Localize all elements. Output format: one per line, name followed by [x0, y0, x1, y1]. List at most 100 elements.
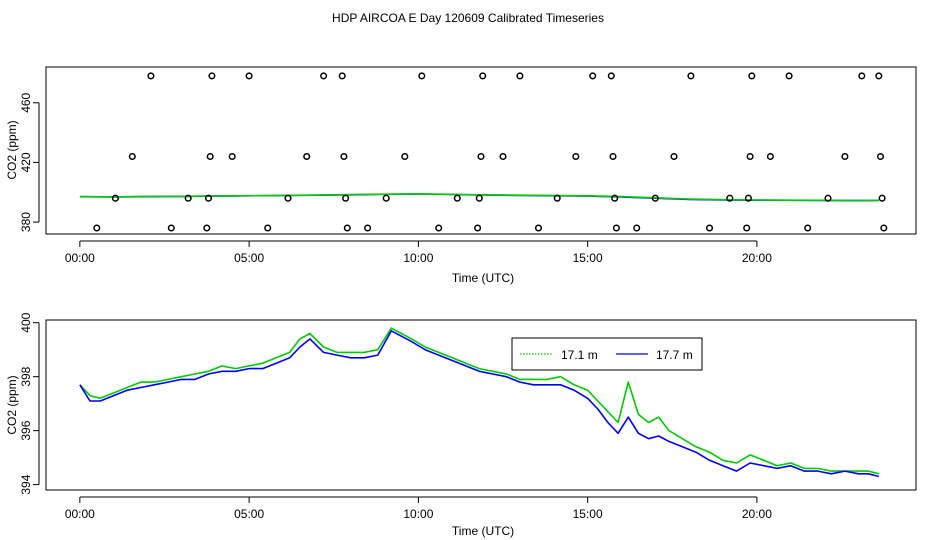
- data-point: [785, 72, 793, 80]
- bottom-x-tick-label: 05:00: [234, 507, 264, 521]
- data-point: [320, 72, 328, 80]
- data-point: [516, 72, 524, 80]
- data-point: [338, 72, 346, 80]
- data-point: [876, 152, 885, 161]
- data-point: [418, 72, 426, 80]
- data-point: [858, 72, 866, 80]
- data-point: [128, 152, 136, 161]
- data-point: [824, 194, 832, 202]
- data-point: [878, 194, 886, 202]
- data-point: [204, 194, 213, 202]
- data-point: [184, 194, 192, 202]
- data-point: [553, 194, 561, 202]
- top-x-tick-label: 20:00: [742, 251, 772, 265]
- data-point: [748, 72, 756, 80]
- data-point: [474, 224, 482, 232]
- top-y-axis-label: CO2 (ppm): [5, 120, 19, 179]
- data-point: [572, 152, 580, 161]
- top-trend-line: [79, 193, 879, 202]
- bottom-x-axis-label: Time (UTC): [452, 524, 514, 538]
- figure-title: HDP AIRCOA E Day 120609 Calibrated Times…: [332, 11, 604, 25]
- data-point: [203, 224, 211, 232]
- bottom-y-tick-label: 400: [19, 312, 33, 332]
- top-y-ticks: 380 420 460: [19, 92, 40, 232]
- data-point: [611, 194, 619, 202]
- data-point: [208, 72, 216, 80]
- data-point: [147, 72, 155, 80]
- data-point: [687, 72, 695, 80]
- data-point: [340, 152, 348, 161]
- data-point: [453, 194, 461, 202]
- data-point: [633, 224, 641, 232]
- top-y-tick-label: 380: [19, 212, 33, 232]
- data-point: [364, 224, 372, 232]
- top-plot-frame: [45, 66, 917, 235]
- top-x-tick-label: 05:00: [234, 251, 264, 265]
- data-point: [670, 152, 678, 161]
- data-point: [477, 152, 485, 161]
- top-x-tick-label: 10:00: [403, 251, 433, 265]
- data-point: [284, 194, 292, 202]
- data-point: [609, 152, 617, 161]
- bottom-y-ticks: 394 396 398 400: [19, 312, 40, 495]
- data-point: [206, 152, 214, 161]
- bottom-x-tick-label: 15:00: [573, 507, 603, 521]
- data-point: [435, 224, 443, 232]
- data-point: [93, 224, 101, 232]
- data-point: [534, 224, 543, 232]
- series-line-17-1m: [79, 327, 880, 475]
- bottom-y-axis-label: CO2 (ppm): [5, 375, 19, 434]
- legend: 17.1 m 17.7 m: [511, 337, 703, 371]
- bottom-x-ticks: 00:00 05:00 10:00 15:00 20:00: [65, 496, 772, 521]
- data-point: [245, 72, 253, 80]
- data-point: [479, 72, 487, 80]
- top-y-tick-label: 420: [19, 152, 33, 172]
- bottom-y-tick-label: 396: [19, 420, 33, 440]
- data-point: [804, 224, 812, 232]
- data-point: [228, 152, 236, 161]
- bottom-x-tick-label: 10:00: [403, 507, 433, 521]
- top-x-ticks: 00:00 05:00 10:00 15:00 20:00: [65, 240, 772, 265]
- data-point: [167, 224, 175, 232]
- data-point: [705, 224, 714, 232]
- series-line-17-7m: [79, 329, 880, 478]
- data-point: [746, 152, 754, 161]
- data-point: [880, 224, 888, 232]
- data-point: [111, 194, 119, 202]
- data-point: [382, 194, 390, 202]
- top-x-tick-label: 15:00: [573, 251, 603, 265]
- data-point: [342, 194, 350, 202]
- data-point: [303, 152, 311, 161]
- data-point: [841, 152, 849, 161]
- data-point: [607, 72, 615, 80]
- top-panel: 00:00 05:00 10:00 15:00 20:00 380 420 460 Time…: [5, 66, 917, 285]
- bottom-y-tick-label: 398: [19, 366, 33, 386]
- legend-label-17-7m: 17.7 m: [656, 348, 693, 362]
- bottom-panel: 00:00 05:00 10:00 15:00 20:00 394 396 398 400 T…: [5, 312, 917, 538]
- bottom-plot-marks: [79, 327, 880, 478]
- data-point: [651, 194, 659, 202]
- top-x-tick-label: 00:00: [65, 251, 95, 265]
- legend-label-17-1m: 17.1 m: [561, 348, 598, 362]
- data-point: [401, 152, 409, 161]
- data-point: [766, 152, 774, 161]
- data-point: [744, 194, 752, 202]
- data-point: [475, 194, 483, 202]
- top-y-tick-label: 460: [19, 92, 33, 112]
- top-plot-marks: [79, 72, 888, 232]
- bottom-y-tick-label: 394: [19, 474, 33, 494]
- top-x-axis-label: Time (UTC): [452, 271, 514, 285]
- legend-box: [511, 337, 703, 371]
- data-point: [343, 224, 351, 232]
- data-point: [743, 224, 751, 232]
- data-point: [499, 152, 507, 161]
- data-point: [589, 72, 597, 80]
- data-point: [875, 72, 883, 80]
- data-point: [726, 194, 734, 202]
- bottom-x-tick-label: 20:00: [742, 507, 772, 521]
- data-point: [612, 224, 620, 232]
- bottom-plot-frame: [45, 319, 917, 491]
- bottom-x-tick-label: 00:00: [65, 507, 95, 521]
- data-point: [264, 224, 272, 232]
